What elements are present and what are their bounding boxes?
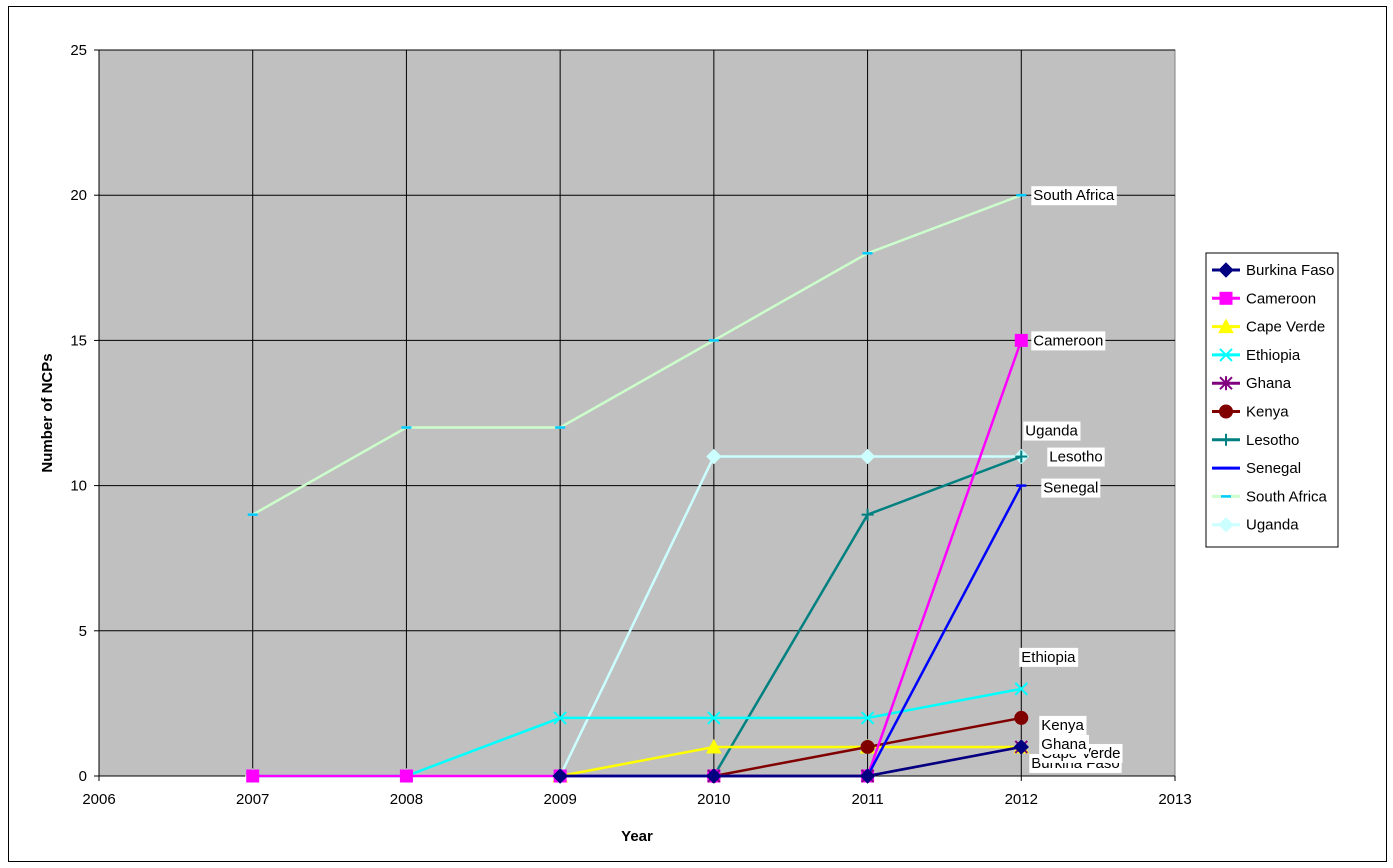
legend-swatch-marker — [1220, 433, 1232, 446]
y-tick-label: 0 — [79, 768, 87, 785]
legend-item-uganda: Uganda — [1212, 517, 1299, 534]
data-point — [706, 738, 722, 754]
data-point — [1014, 710, 1029, 725]
legend-label: Cape Verde — [1246, 319, 1325, 336]
y-tick-label: 5 — [79, 623, 87, 640]
end-label-background — [1039, 734, 1089, 754]
end-label-background — [1039, 715, 1087, 735]
legend-item-south-africa: South Africa — [1212, 488, 1328, 505]
data-point — [399, 769, 413, 783]
series-line — [560, 745, 1022, 778]
data-point — [552, 768, 568, 784]
end-label-text: South Africa — [1033, 187, 1115, 204]
end-label-text: Kenya — [1041, 717, 1084, 734]
end-label-background — [1023, 421, 1081, 441]
legend-label: Uganda — [1246, 517, 1299, 534]
data-point — [860, 739, 875, 754]
legend-label: Senegal — [1246, 460, 1301, 477]
end-label-senegal: Senegal — [1041, 478, 1101, 498]
data-point — [860, 711, 875, 725]
legend-item-kenya: Kenya — [1212, 404, 1289, 421]
end-label-text: Ghana — [1041, 736, 1087, 753]
series-line — [252, 194, 1022, 516]
legend-item-lesotho: Lesotho — [1212, 432, 1299, 449]
data-point — [861, 508, 874, 521]
data-point — [1014, 682, 1028, 696]
end-label-text: Senegal — [1043, 480, 1098, 497]
x-tick-label: 2009 — [543, 791, 576, 808]
data-point — [706, 768, 722, 784]
data-point — [859, 768, 876, 784]
x-tick-label: 2007 — [236, 791, 269, 808]
series-layer — [245, 193, 1030, 784]
legend-item-cameroon: Cameroon — [1212, 290, 1316, 307]
legend-swatch-marker — [1219, 376, 1233, 391]
x-axis-title: Year — [621, 828, 653, 845]
tick-labels: 0 5 10 15 20 25 2006 2007 2008 2009 2010 2011 2012 20… — [70, 42, 1191, 808]
x-tick-label: 2008 — [390, 791, 423, 808]
legend-swatch-marker — [1218, 262, 1234, 278]
legend-item-senegal: Senegal — [1212, 460, 1301, 477]
y-tick-label: 25 — [70, 42, 87, 59]
legend-label: South Africa — [1246, 488, 1328, 505]
x-tick-label: 2012 — [1005, 791, 1038, 808]
plot-area — [98, 49, 1176, 777]
plot-background — [98, 49, 1176, 777]
data-point — [553, 711, 567, 725]
end-label-text: Uganda — [1025, 423, 1078, 440]
legend-swatch-marker — [1219, 348, 1233, 362]
end-label-background — [1041, 478, 1101, 498]
legend-swatch-marker — [1218, 516, 1234, 533]
y-axis-title: Number of NCPs — [39, 353, 56, 472]
end-label-text: Lesotho — [1049, 449, 1102, 466]
end-label-background — [1047, 447, 1105, 467]
legend-item-ghana: Ghana — [1212, 375, 1292, 392]
end-label-ghana: Ghana — [1039, 734, 1089, 754]
legend-label: Kenya — [1246, 404, 1289, 421]
end-label-cameroon: Cameroon — [1031, 331, 1106, 351]
series-south-africa — [247, 193, 1027, 516]
data-point — [1013, 739, 1029, 755]
end-label-south-africa: South Africa — [1031, 186, 1117, 206]
data-point — [707, 711, 721, 725]
data-point — [246, 769, 260, 783]
legend-label: Ghana — [1246, 375, 1292, 392]
y-tick-label: 10 — [70, 478, 87, 495]
legend-swatch-marker — [1219, 404, 1233, 419]
legend-item-cape-verde: Cape Verde — [1212, 318, 1325, 336]
y-tick-label: 20 — [70, 187, 87, 204]
end-label-uganda: Uganda — [1023, 421, 1081, 441]
legend-label: Burkina Faso — [1246, 262, 1334, 279]
legend-item-ethiopia: Ethiopia — [1212, 347, 1301, 364]
x-tick-label: 2006 — [82, 791, 115, 808]
series-burkina-faso — [552, 739, 1029, 784]
end-label-text: Cameroon — [1033, 332, 1103, 349]
end-label-lesotho: Lesotho — [1047, 447, 1105, 467]
legend-swatch-marker — [1218, 318, 1234, 334]
legend-label: Cameroon — [1246, 290, 1316, 307]
x-tick-label: 2011 — [851, 791, 883, 808]
legend-label: Ethiopia — [1246, 347, 1301, 364]
end-label-kenya: Kenya — [1039, 715, 1087, 735]
series-line — [559, 745, 1022, 778]
x-tick-label: 2010 — [697, 791, 730, 808]
end-label-background — [1019, 647, 1079, 667]
y-tick-label: 15 — [70, 332, 87, 349]
end-label-background — [1031, 186, 1117, 206]
legend-label: Lesotho — [1246, 432, 1299, 449]
data-point — [1014, 333, 1028, 347]
data-point — [1015, 450, 1028, 463]
data-point — [706, 448, 722, 465]
legend: Burkina Faso Cameroon Cape Verde Ethiopia Gh… — [1205, 252, 1339, 548]
end-label-text: Ethiopia — [1021, 649, 1076, 666]
legend-item-burkina-faso: Burkina Faso — [1212, 262, 1334, 279]
x-tick-label: 2013 — [1158, 791, 1191, 808]
legend-swatch-marker — [1219, 291, 1233, 305]
end-label-background — [1031, 331, 1106, 351]
end-label-ethiopia: Ethiopia — [1019, 647, 1079, 667]
data-point — [859, 448, 876, 465]
